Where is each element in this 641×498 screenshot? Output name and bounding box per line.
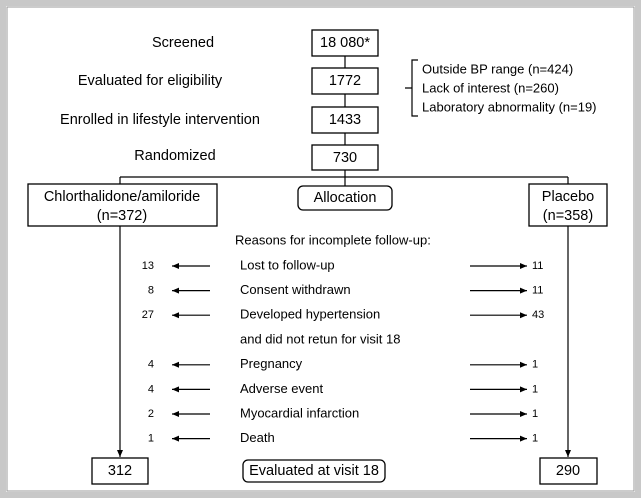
left-count: 8 — [148, 285, 154, 297]
reason-label: Death — [240, 430, 275, 445]
exclusions: Outside BP range (n=424) Lack of interes… — [405, 59, 597, 117]
frame-inner — [6, 6, 635, 492]
step-count: 18 080* — [320, 35, 370, 51]
right-count: 11 — [532, 285, 543, 297]
right-count: 11 — [532, 260, 543, 272]
step-label: Screened — [152, 35, 214, 51]
reason-label: and did not retun for visit 18 — [240, 332, 400, 347]
steps: Screened 18 080* Evaluated for eligibili… — [60, 29, 569, 186]
allocation: Allocation — [314, 190, 377, 206]
step-label: Randomized — [134, 148, 215, 164]
right-count: 1 — [532, 433, 538, 445]
step-count: 730 — [333, 150, 357, 166]
step-label: Enrolled in lifestyle intervention — [60, 112, 260, 128]
footer-box — [242, 459, 386, 483]
right-count: 1 — [532, 383, 538, 395]
step-count: 1433 — [329, 112, 361, 128]
arm-box — [27, 183, 218, 227]
step-box — [311, 29, 379, 57]
step-label: Evaluated for eligibility — [78, 73, 223, 89]
allocation-box — [297, 185, 393, 211]
left-count: 27 — [142, 309, 154, 321]
step-box — [311, 106, 379, 134]
footer: Evaluated at visit 18 — [249, 463, 379, 479]
reason-label: Consent withdrawn — [240, 282, 351, 297]
left-count: 2 — [148, 408, 154, 420]
bracket — [405, 59, 418, 117]
arm-n: (n=358) — [543, 208, 593, 224]
exclusion: Outside BP range (n=424) — [422, 61, 573, 76]
left-count: 4 — [148, 383, 154, 395]
exclusion: Laboratory abnormality (n=19) — [422, 99, 597, 114]
arm-box — [528, 183, 608, 227]
step-box — [311, 144, 379, 171]
step-count: 1772 — [329, 73, 361, 89]
final-count: 290 — [556, 463, 580, 479]
reasons-title: Reasons for incomplete follow-up: — [235, 232, 431, 247]
reason-label: Myocardial infarction — [240, 405, 359, 420]
reason-label: Lost to follow-up — [240, 257, 335, 272]
exclusion: Lack of interest (n=260) — [422, 80, 559, 95]
left-count: 13 — [142, 260, 154, 272]
arms: Chlorthalidone/amiloride (n=372) Placebo… — [27, 183, 608, 485]
reason-label: Developed hypertension — [240, 307, 380, 322]
left-count: 4 — [148, 359, 154, 371]
arm-n: (n=372) — [97, 208, 147, 224]
reasons: 13 Lost to follow-up 118 Consent withdrawn 1… — [142, 257, 545, 445]
reason-label: Adverse event — [240, 381, 323, 396]
final-box — [91, 457, 149, 485]
final-box — [539, 457, 598, 485]
right-count: 1 — [532, 408, 538, 420]
left-count: 1 — [148, 433, 154, 445]
right-count: 1 — [532, 359, 538, 371]
arm-label: Placebo — [542, 189, 594, 205]
right-count: 43 — [532, 309, 544, 321]
reason-label: Pregnancy — [240, 356, 303, 371]
final-count: 312 — [108, 463, 132, 479]
arm-label: Chlorthalidone/amiloride — [44, 189, 200, 205]
